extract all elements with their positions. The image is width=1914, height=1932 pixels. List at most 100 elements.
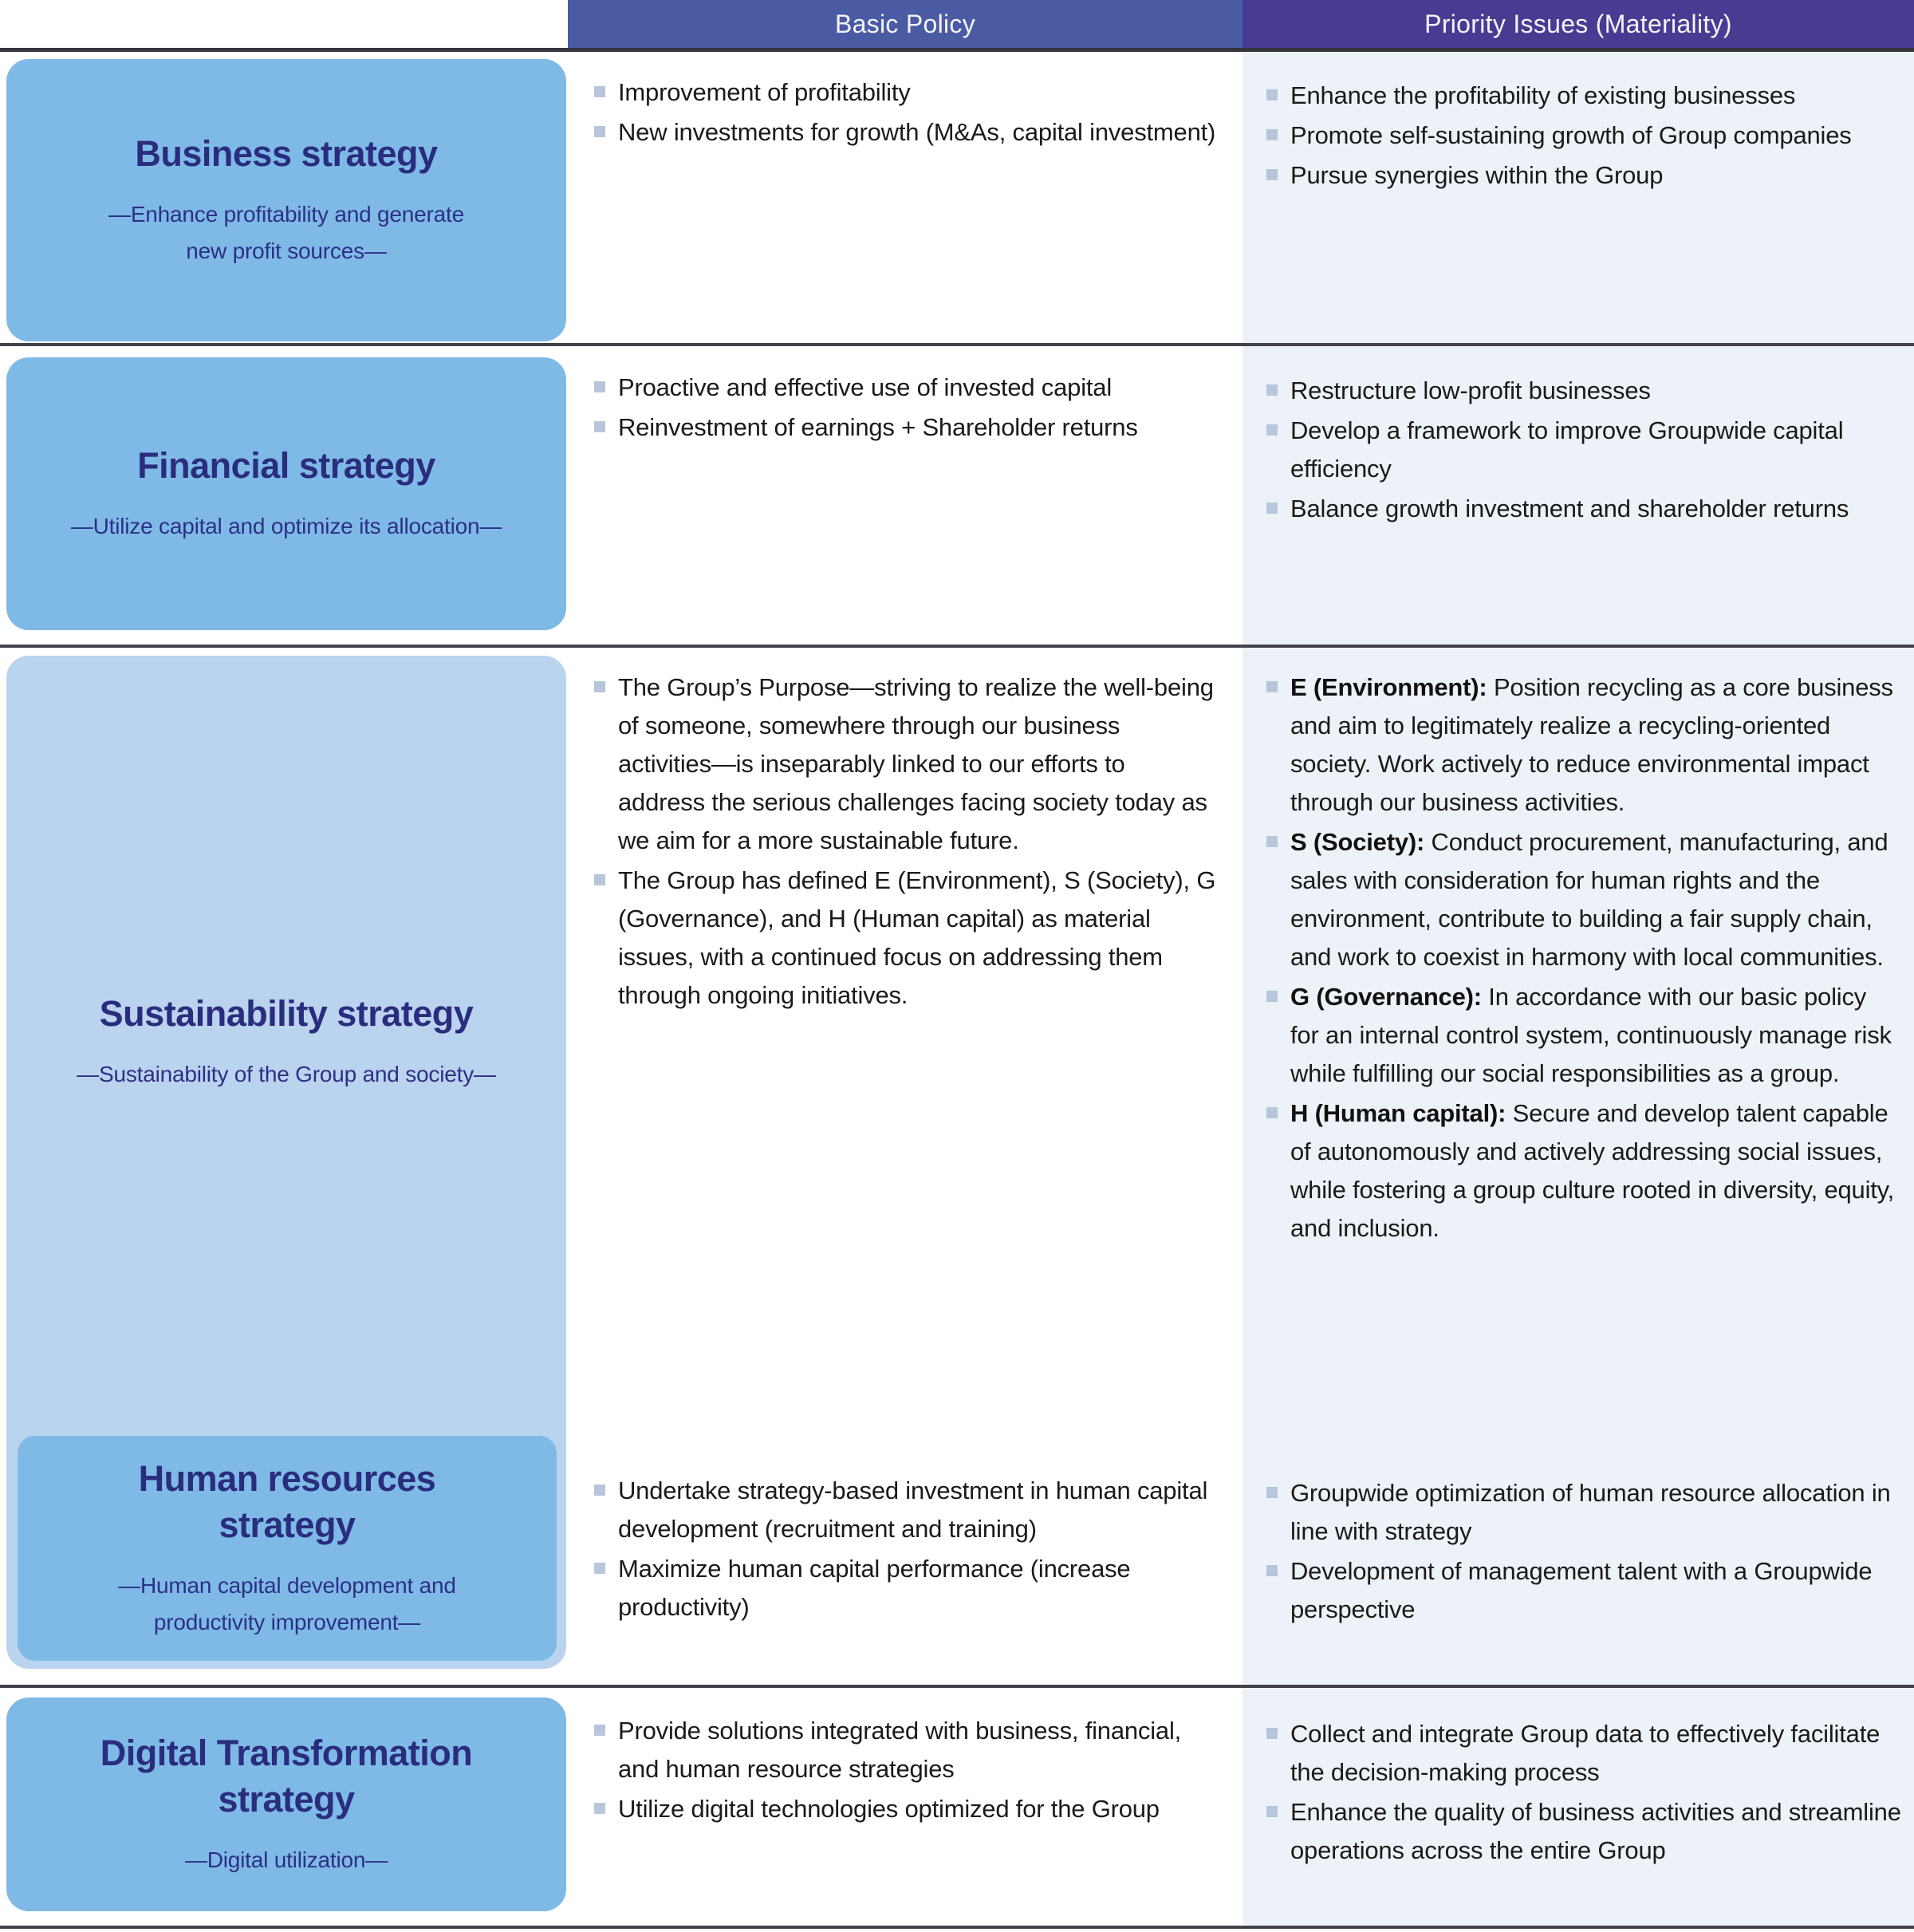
bullet-text: Groupwide optimization of human resource… <box>1290 1479 1891 1545</box>
bullet-lead: H (Human capital): <box>1290 1099 1513 1127</box>
square-bullet-icon <box>1266 424 1278 436</box>
square-bullet-icon <box>1266 836 1278 847</box>
financial-strategy-box: Financial strategy —Utilize capital and … <box>6 357 566 630</box>
square-bullet-icon <box>594 126 605 137</box>
bullet-text: Enhance the profitability of existing bu… <box>1290 81 1796 109</box>
column-header-basic-policy: Basic Policy <box>568 0 1243 48</box>
square-bullet-icon <box>1266 1806 1278 1817</box>
sustainability-title-area: Sustainability strategy —Sustainability … <box>6 656 566 1428</box>
square-bullet-icon <box>594 421 605 432</box>
list-item: G (Governance): In accordance with our b… <box>1266 978 1901 1093</box>
square-bullet-icon <box>1266 169 1278 180</box>
bullet-text: Proactive and effective use of invested … <box>618 373 1113 401</box>
square-bullet-icon <box>594 1563 605 1574</box>
list-item: Development of management talent with a … <box>1266 1552 1901 1629</box>
business-strategy-box: Business strategy —Enhance profitability… <box>6 59 566 341</box>
section-subtitle: —Human capital development and productiv… <box>118 1573 456 1634</box>
square-bullet-icon <box>594 681 605 692</box>
column-header-priority-issues: Priority Issues (Materiality) <box>1243 0 1914 48</box>
list-item: Balance growth investment and shareholde… <box>1266 490 1901 528</box>
bullet-text: Position recycling as a core business an… <box>1290 673 1893 816</box>
basic-policy-list-business: Improvement of profitability New investm… <box>594 73 1216 153</box>
list-item: Utilize digital technologies optimized f… <box>594 1790 1216 1828</box>
square-bullet-icon <box>594 874 605 885</box>
basic-policy-list-human-resources: Undertake strategy-based investment in h… <box>594 1472 1216 1628</box>
bullet-text: Restructure low-profit businesses <box>1290 377 1651 404</box>
section-subtitle: —Digital utilization— <box>184 1847 388 1872</box>
bullet-text: Development of management talent with a … <box>1290 1557 1873 1623</box>
list-item: The Group’s Purpose—striving to realize … <box>594 668 1216 860</box>
bullet-text: New investments for growth (M&As, capita… <box>618 118 1216 146</box>
list-item: S (Society): Conduct procurement, manufa… <box>1266 823 1901 976</box>
square-bullet-icon <box>1266 129 1278 140</box>
list-item: Improvement of profitability <box>594 73 1216 112</box>
priority-column-background <box>1243 52 1914 1926</box>
list-item: Collect and integrate Group data to effe… <box>1266 1715 1901 1792</box>
header-underline <box>0 48 1914 52</box>
bullet-text: Utilize digital technologies optimized f… <box>618 1795 1160 1823</box>
bullet-text: Undertake strategy-based investment in h… <box>618 1477 1208 1543</box>
square-bullet-icon <box>1266 1565 1278 1576</box>
priority-issues-list-sustainability: E (Environment): Position recycling as a… <box>1266 668 1901 1249</box>
square-bullet-icon <box>1266 384 1278 396</box>
square-bullet-icon <box>594 1484 605 1496</box>
priority-issues-list-financial: Restructure low-profit businesses Develo… <box>1266 372 1901 530</box>
section-title: Sustainability strategy <box>99 993 474 1034</box>
basic-policy-header-label: Basic Policy <box>834 9 976 38</box>
list-item: Undertake strategy-based investment in h… <box>594 1472 1216 1548</box>
list-item: H (Human capital): Secure and develop ta… <box>1266 1094 1901 1248</box>
section-subtitle: —Enhance profitability and generate new … <box>108 202 464 263</box>
list-item: Reinvestment of earnings + Shareholder r… <box>594 408 1216 447</box>
square-bullet-icon <box>594 1803 605 1814</box>
bullet-lead: S (Society): <box>1290 828 1432 856</box>
list-item: Promote self-sustaining growth of Group … <box>1266 116 1901 155</box>
list-item: Pursue synergies within the Group <box>1266 156 1901 195</box>
square-bullet-icon <box>594 381 605 392</box>
bullet-text: Pursue synergies within the Group <box>1290 161 1664 189</box>
bullet-text: The Group has defined E (Environment), S… <box>618 866 1216 1009</box>
basic-policy-list-digital: Provide solutions integrated with busine… <box>594 1712 1216 1830</box>
bullet-text: Promote self-sustaining growth of Group … <box>1290 121 1852 149</box>
digital-transformation-strategy-box: Digital Transformation strategy —Digital… <box>6 1697 566 1911</box>
section-title: Digital Transformation strategy <box>100 1733 473 1820</box>
list-item: Maximize human capital performance (incr… <box>594 1550 1216 1626</box>
square-bullet-icon <box>594 86 605 97</box>
row-divider <box>0 1926 1914 1929</box>
square-bullet-icon <box>1266 1728 1278 1739</box>
bullet-lead: G (Governance): <box>1290 983 1489 1011</box>
basic-policy-list-sustainability: The Group’s Purpose—striving to realize … <box>594 668 1216 1016</box>
bullet-lead: E (Environment): <box>1290 673 1494 701</box>
list-item: The Group has defined E (Environment), S… <box>594 862 1216 1015</box>
square-bullet-icon <box>1266 1107 1278 1118</box>
square-bullet-icon <box>1266 89 1278 101</box>
list-item: Restructure low-profit businesses <box>1266 372 1901 410</box>
square-bullet-icon <box>1266 681 1278 692</box>
priority-issues-list-human-resources: Groupwide optimization of human resource… <box>1266 1474 1901 1630</box>
square-bullet-icon <box>1266 991 1278 1002</box>
list-item: Enhance the quality of business activiti… <box>1266 1793 1901 1870</box>
list-item: Groupwide optimization of human resource… <box>1266 1474 1901 1551</box>
bullet-text: Reinvestment of earnings + Shareholder r… <box>618 413 1138 441</box>
human-resources-strategy-box: Human resources strategy —Human capital … <box>18 1436 557 1661</box>
section-subtitle: —Sustainability of the Group and society… <box>77 1062 496 1086</box>
square-bullet-icon <box>1266 503 1278 514</box>
basic-policy-list-financial: Proactive and effective use of invested … <box>594 369 1216 448</box>
bullet-text: In accordance with our basic policy for … <box>1290 983 1892 1087</box>
list-item: Provide solutions integrated with busine… <box>594 1712 1216 1788</box>
priority-issues-list-business: Enhance the profitability of existing bu… <box>1266 77 1901 196</box>
bullet-text: Develop a framework to improve Groupwide… <box>1290 416 1844 483</box>
row-divider <box>0 645 1914 648</box>
bullet-text: The Group’s Purpose—striving to realize … <box>618 673 1214 854</box>
bullet-text: Maximize human capital performance (incr… <box>618 1555 1131 1621</box>
bullet-text: Improvement of profitability <box>618 78 911 106</box>
bullet-text: Enhance the quality of business activiti… <box>1290 1798 1901 1864</box>
section-title: Business strategy <box>135 133 438 174</box>
section-subtitle: —Utilize capital and optimize its alloca… <box>70 514 502 538</box>
bullet-text: Provide solutions integrated with busine… <box>618 1717 1182 1783</box>
square-bullet-icon <box>594 1725 605 1736</box>
priority-issues-header-label: Priority Issues (Materiality) <box>1424 9 1732 38</box>
section-title: Human resources strategy <box>138 1458 436 1545</box>
list-item: Develop a framework to improve Groupwide… <box>1266 412 1901 488</box>
list-item: Proactive and effective use of invested … <box>594 369 1216 407</box>
